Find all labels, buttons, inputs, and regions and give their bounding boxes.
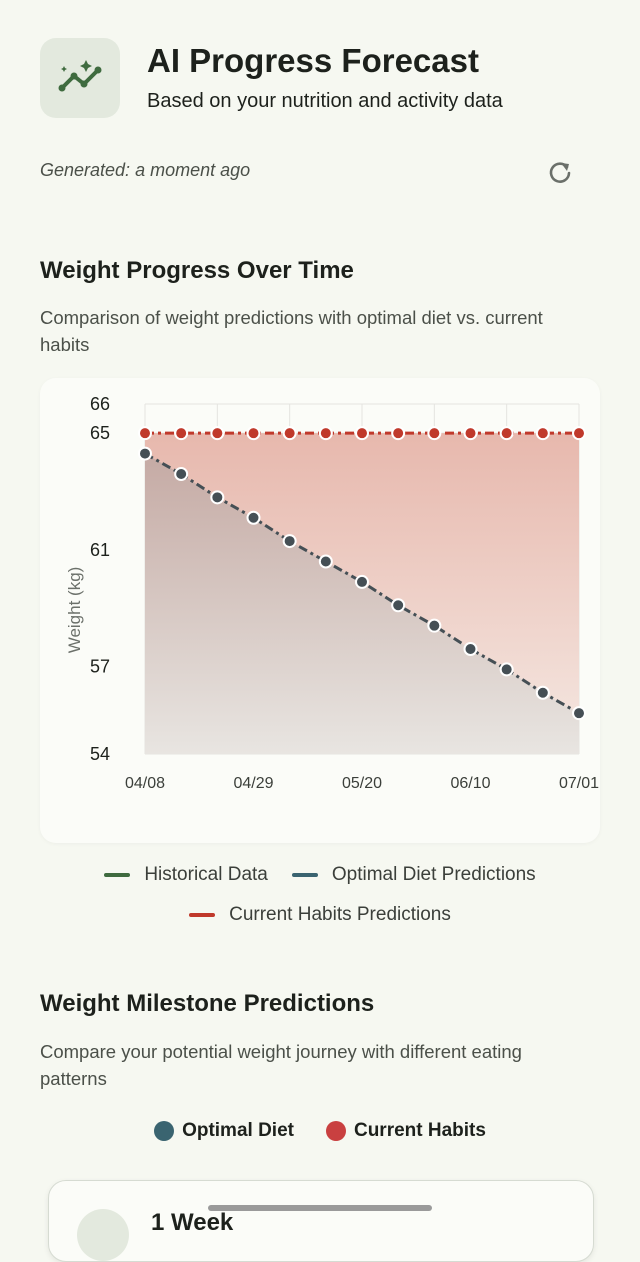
data-point (535, 685, 550, 700)
legend-swatch (291, 873, 318, 877)
data-point (246, 510, 261, 525)
legend-label: Historical Data (144, 864, 268, 885)
data-point (427, 618, 442, 633)
area-fill (145, 453, 579, 754)
y-tick-label: 66 (90, 394, 110, 414)
refresh-button[interactable] (546, 158, 574, 186)
section-title: Weight Progress Over Time (40, 257, 354, 284)
data-point (318, 426, 333, 441)
legend-item: Current Habits (325, 1120, 486, 1142)
data-point (535, 426, 550, 441)
section-description: Comparison of weight predictions with op… (40, 307, 543, 355)
y-tick-label: 61 (90, 540, 110, 560)
legend-label: Optimal Diet (182, 1120, 294, 1141)
data-point (210, 490, 225, 505)
page: AI Progress Forecast Based on your nutri… (0, 38, 640, 1262)
data-point (282, 534, 297, 549)
legend-swatch (104, 873, 131, 877)
home-indicator (208, 1205, 432, 1211)
legend-label: Current Habits (353, 1120, 486, 1141)
data-point (463, 426, 478, 441)
section-description: Compare your potential weight journey wi… (40, 1041, 522, 1089)
chart-legend: Historical Data Optimal Diet Predictions C… (0, 864, 640, 926)
data-point (391, 426, 406, 441)
y-axis-label: Weight (kg) (65, 567, 84, 654)
legend-swatch (189, 913, 216, 917)
generated-time: Generated: a moment ago (40, 160, 251, 180)
milestone-legend: Optimal Diet Current Habits (0, 1120, 640, 1142)
card-icon (77, 1209, 129, 1261)
legend-dot (325, 1121, 346, 1141)
section-title: Weight Milestone Predictions (40, 990, 375, 1017)
x-tick-label: 07/01 (559, 775, 599, 792)
card-label: 1 Week (151, 1209, 234, 1236)
data-point (391, 598, 406, 613)
data-point (138, 426, 152, 441)
legend-item[interactable]: Historical Data (104, 864, 268, 886)
x-tick-label: 04/29 (233, 775, 273, 792)
data-point (246, 426, 261, 441)
legend-item[interactable]: Optimal Diet Predictions (291, 864, 536, 886)
page-title: AI Progress Forecast (147, 42, 479, 79)
data-point (572, 706, 586, 721)
legend-item: Optimal Diet (154, 1120, 294, 1142)
y-tick-label: 57 (90, 657, 110, 677)
data-point (174, 426, 189, 441)
x-tick-label: 05/20 (342, 775, 382, 792)
data-point (355, 574, 369, 589)
x-tick-label: 06/10 (450, 775, 490, 792)
data-point (210, 426, 225, 441)
x-tick-label: 04/08 (125, 775, 165, 792)
legend-label: Optimal Diet Predictions (331, 864, 536, 885)
data-point (572, 426, 586, 441)
data-point (318, 554, 333, 569)
icon-graphic (58, 60, 102, 92)
page-subtitle: Based on your nutrition and activity dat… (147, 90, 503, 112)
data-point (427, 426, 442, 441)
milestone-card[interactable]: 1 Week (48, 1180, 594, 1262)
data-point (138, 446, 152, 461)
data-point (463, 642, 478, 656)
legend-label: Current Habits Predictions (229, 904, 451, 925)
data-point (499, 426, 514, 441)
y-tick-label: 65 (90, 423, 110, 443)
y-tick-label: 54 (90, 744, 110, 764)
legend-item[interactable]: Current Habits Predictions (189, 904, 451, 926)
data-point (355, 426, 369, 441)
data-point (499, 662, 514, 677)
chart: 54 57 61 65 66 04/08 04/29 05/20 06/10 07/01 Weigh… (65, 394, 599, 792)
data-point (174, 467, 189, 481)
legend-dot (154, 1121, 175, 1141)
app-icon (40, 38, 120, 118)
data-point (282, 426, 297, 441)
